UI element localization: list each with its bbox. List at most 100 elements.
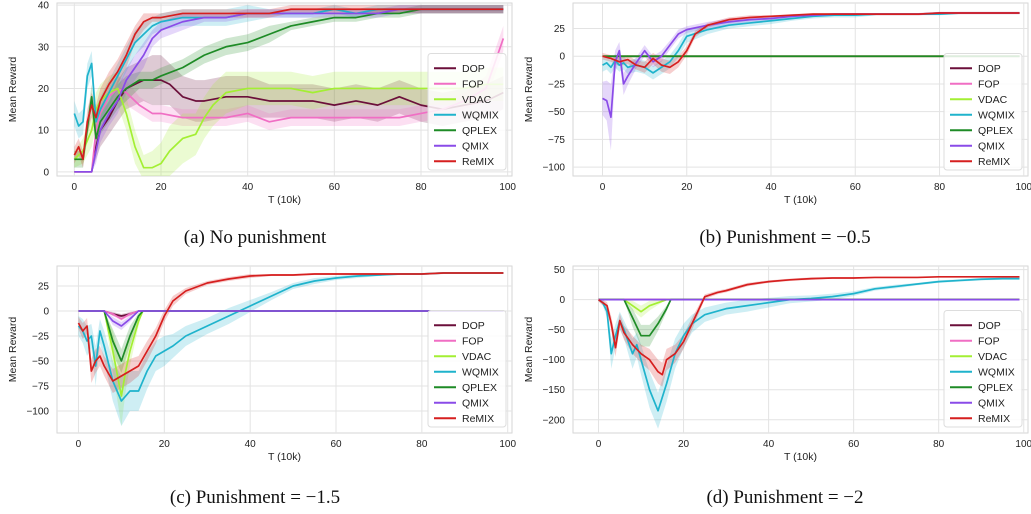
x-axis-label: T (10k)	[268, 451, 301, 463]
series-group	[77, 272, 504, 426]
y-tick-label: 40	[38, 1, 50, 12]
y-tick-label: −100	[26, 407, 49, 418]
y-tick-label: 0	[43, 307, 49, 318]
confidence-band-vdac	[598, 299, 1020, 318]
confidence-band-dop	[78, 311, 504, 318]
legend-box	[943, 53, 1023, 171]
chart-panel-d: 0 20 40 60 80 100 −200 −150 −100 −50 0 50 T (10k) Mea…	[516, 257, 1031, 472]
y-tick-label: 10	[38, 126, 50, 137]
x-tick-label: 80	[934, 182, 946, 193]
x-tick-label: 100	[1015, 182, 1031, 193]
x-tick-label: 100	[1015, 439, 1031, 450]
legend-label-dop: DOP	[978, 63, 1001, 75]
legend-label-qmix: QMIX	[978, 398, 1005, 410]
confidence-band-remix	[78, 272, 504, 393]
x-tick-label: 20	[678, 439, 690, 450]
legend-label-qmix: QMIX	[462, 398, 489, 410]
confidence-band-wqmix	[78, 272, 504, 426]
y-axis-label: Mean Reward	[523, 317, 535, 383]
legend-label-vdac: VDAC	[462, 351, 492, 363]
x-tick-label: 40	[763, 439, 775, 450]
y-tick-label: 25	[554, 24, 566, 35]
legend-label-remix: ReMIX	[978, 156, 1010, 168]
chart-b-svg: 0 20 40 60 80 100 −100 −75 −50 −25 0 25 T (10k) Mean …	[523, 2, 1031, 206]
legend-label-fop: FOP	[978, 336, 1000, 348]
confidence-band-dop	[74, 55, 504, 172]
chart-d-svg: 0 20 40 60 80 100 −200 −150 −100 −50 0 50 T (10k) Mea…	[523, 265, 1031, 463]
legend-label-vdac: VDAC	[462, 94, 492, 106]
x-tick-label: 40	[242, 182, 254, 193]
chart-panel-c: 0 20 40 60 80 100 −100 −75 −50 −25 0 25 T (10k) Mean …	[0, 257, 516, 472]
y-tick-label: 50	[554, 265, 566, 276]
y-tick-label: −25	[32, 332, 49, 343]
chart-c-svg: 0 20 40 60 80 100 −100 −75 −50 −25 0 25 T (10k) Mean …	[7, 265, 516, 463]
legend-label-fop: FOP	[462, 336, 484, 348]
y-tick-label: 0	[559, 52, 565, 63]
x-tick-label: 100	[499, 182, 516, 193]
legend-label-dop: DOP	[462, 320, 485, 332]
legend-label-wqmix: WQMIX	[978, 110, 1015, 122]
y-tick-label: −75	[548, 135, 565, 146]
x-tick-label: 80	[415, 182, 427, 193]
legend-label-qplex: QPLEX	[978, 382, 1013, 394]
series-line-qplex	[74, 8, 504, 161]
confidence-band-qmix	[78, 311, 504, 330]
legend-label-fop: FOP	[978, 79, 1000, 91]
y-axis-label: Mean Reward	[523, 57, 535, 123]
y-tick-label: −150	[542, 385, 565, 396]
legend-label-fop: FOP	[462, 79, 484, 91]
x-tick-label: 60	[329, 182, 341, 193]
series-line-vdac	[78, 310, 504, 397]
x-tick-label: 40	[245, 439, 257, 450]
y-tick-label: −100	[542, 163, 565, 174]
legend-label-dop: DOP	[462, 63, 485, 75]
series-line-qplex	[598, 298, 1020, 337]
x-tick-label: 0	[596, 439, 602, 450]
series-line-remix	[598, 275, 1020, 376]
chart-panel-a: 0 20 40 60 80 100 0 10 20 30 40 T (10k) Mean Reward D…	[0, 0, 516, 215]
series-line-dop	[74, 79, 504, 173]
legend-label-vdac: VDAC	[978, 94, 1008, 106]
y-tick-label: 30	[38, 42, 50, 53]
legend-box	[943, 310, 1023, 428]
confidence-band-fop	[78, 311, 504, 321]
y-tick-label: −75	[32, 382, 49, 393]
legend-label-qplex: QPLEX	[462, 125, 497, 137]
y-tick-label: 20	[38, 84, 50, 95]
legend-label-qplex: QPLEX	[978, 125, 1013, 137]
y-tick-label: −100	[542, 355, 565, 366]
x-axis-label: T (10k)	[784, 451, 817, 463]
legend-label-qplex: QPLEX	[462, 382, 497, 394]
caption-d: (d) Punishment = −2	[706, 487, 864, 508]
legend-box	[427, 53, 507, 171]
y-tick-label: −50	[548, 107, 565, 118]
series-group	[602, 11, 1020, 151]
confidence-band-vdac	[78, 311, 504, 426]
confidence-band-qplex	[78, 311, 504, 373]
legend-label-vdac: VDAC	[978, 351, 1008, 363]
series-line-remix	[602, 12, 1020, 69]
legend-label-remix: ReMIX	[462, 413, 494, 425]
x-tick-label: 20	[155, 182, 167, 193]
legend-label-dop: DOP	[978, 320, 1001, 332]
series-group	[73, 5, 505, 176]
legend-label-wqmix: WQMIX	[978, 367, 1015, 379]
legend-label-qmix: QMIX	[462, 141, 489, 153]
y-tick-label: 0	[43, 167, 49, 178]
x-tick-label: 80	[933, 439, 945, 450]
legend-label-wqmix: WQMIX	[462, 110, 499, 122]
x-axis-label: T (10k)	[784, 194, 817, 206]
x-tick-label: 20	[681, 182, 693, 193]
x-tick-label: 0	[76, 439, 82, 450]
y-tick-label: −50	[548, 325, 565, 336]
legend-label-remix: ReMIX	[978, 413, 1010, 425]
x-axis-label: T (10k)	[268, 194, 301, 206]
legend: DOP FOP VDAC WQMIX QPLEX QMIX ReMIX	[427, 310, 507, 428]
x-tick-label: 80	[416, 439, 428, 450]
caption-c: (c) Punishment = −1.5	[169, 487, 341, 508]
y-axis-label: Mean Reward	[7, 57, 19, 123]
legend-label-wqmix: WQMIX	[462, 367, 499, 379]
legend-label-qmix: QMIX	[978, 141, 1005, 153]
x-tick-label: 60	[330, 439, 342, 450]
y-tick-label: −25	[548, 79, 565, 90]
